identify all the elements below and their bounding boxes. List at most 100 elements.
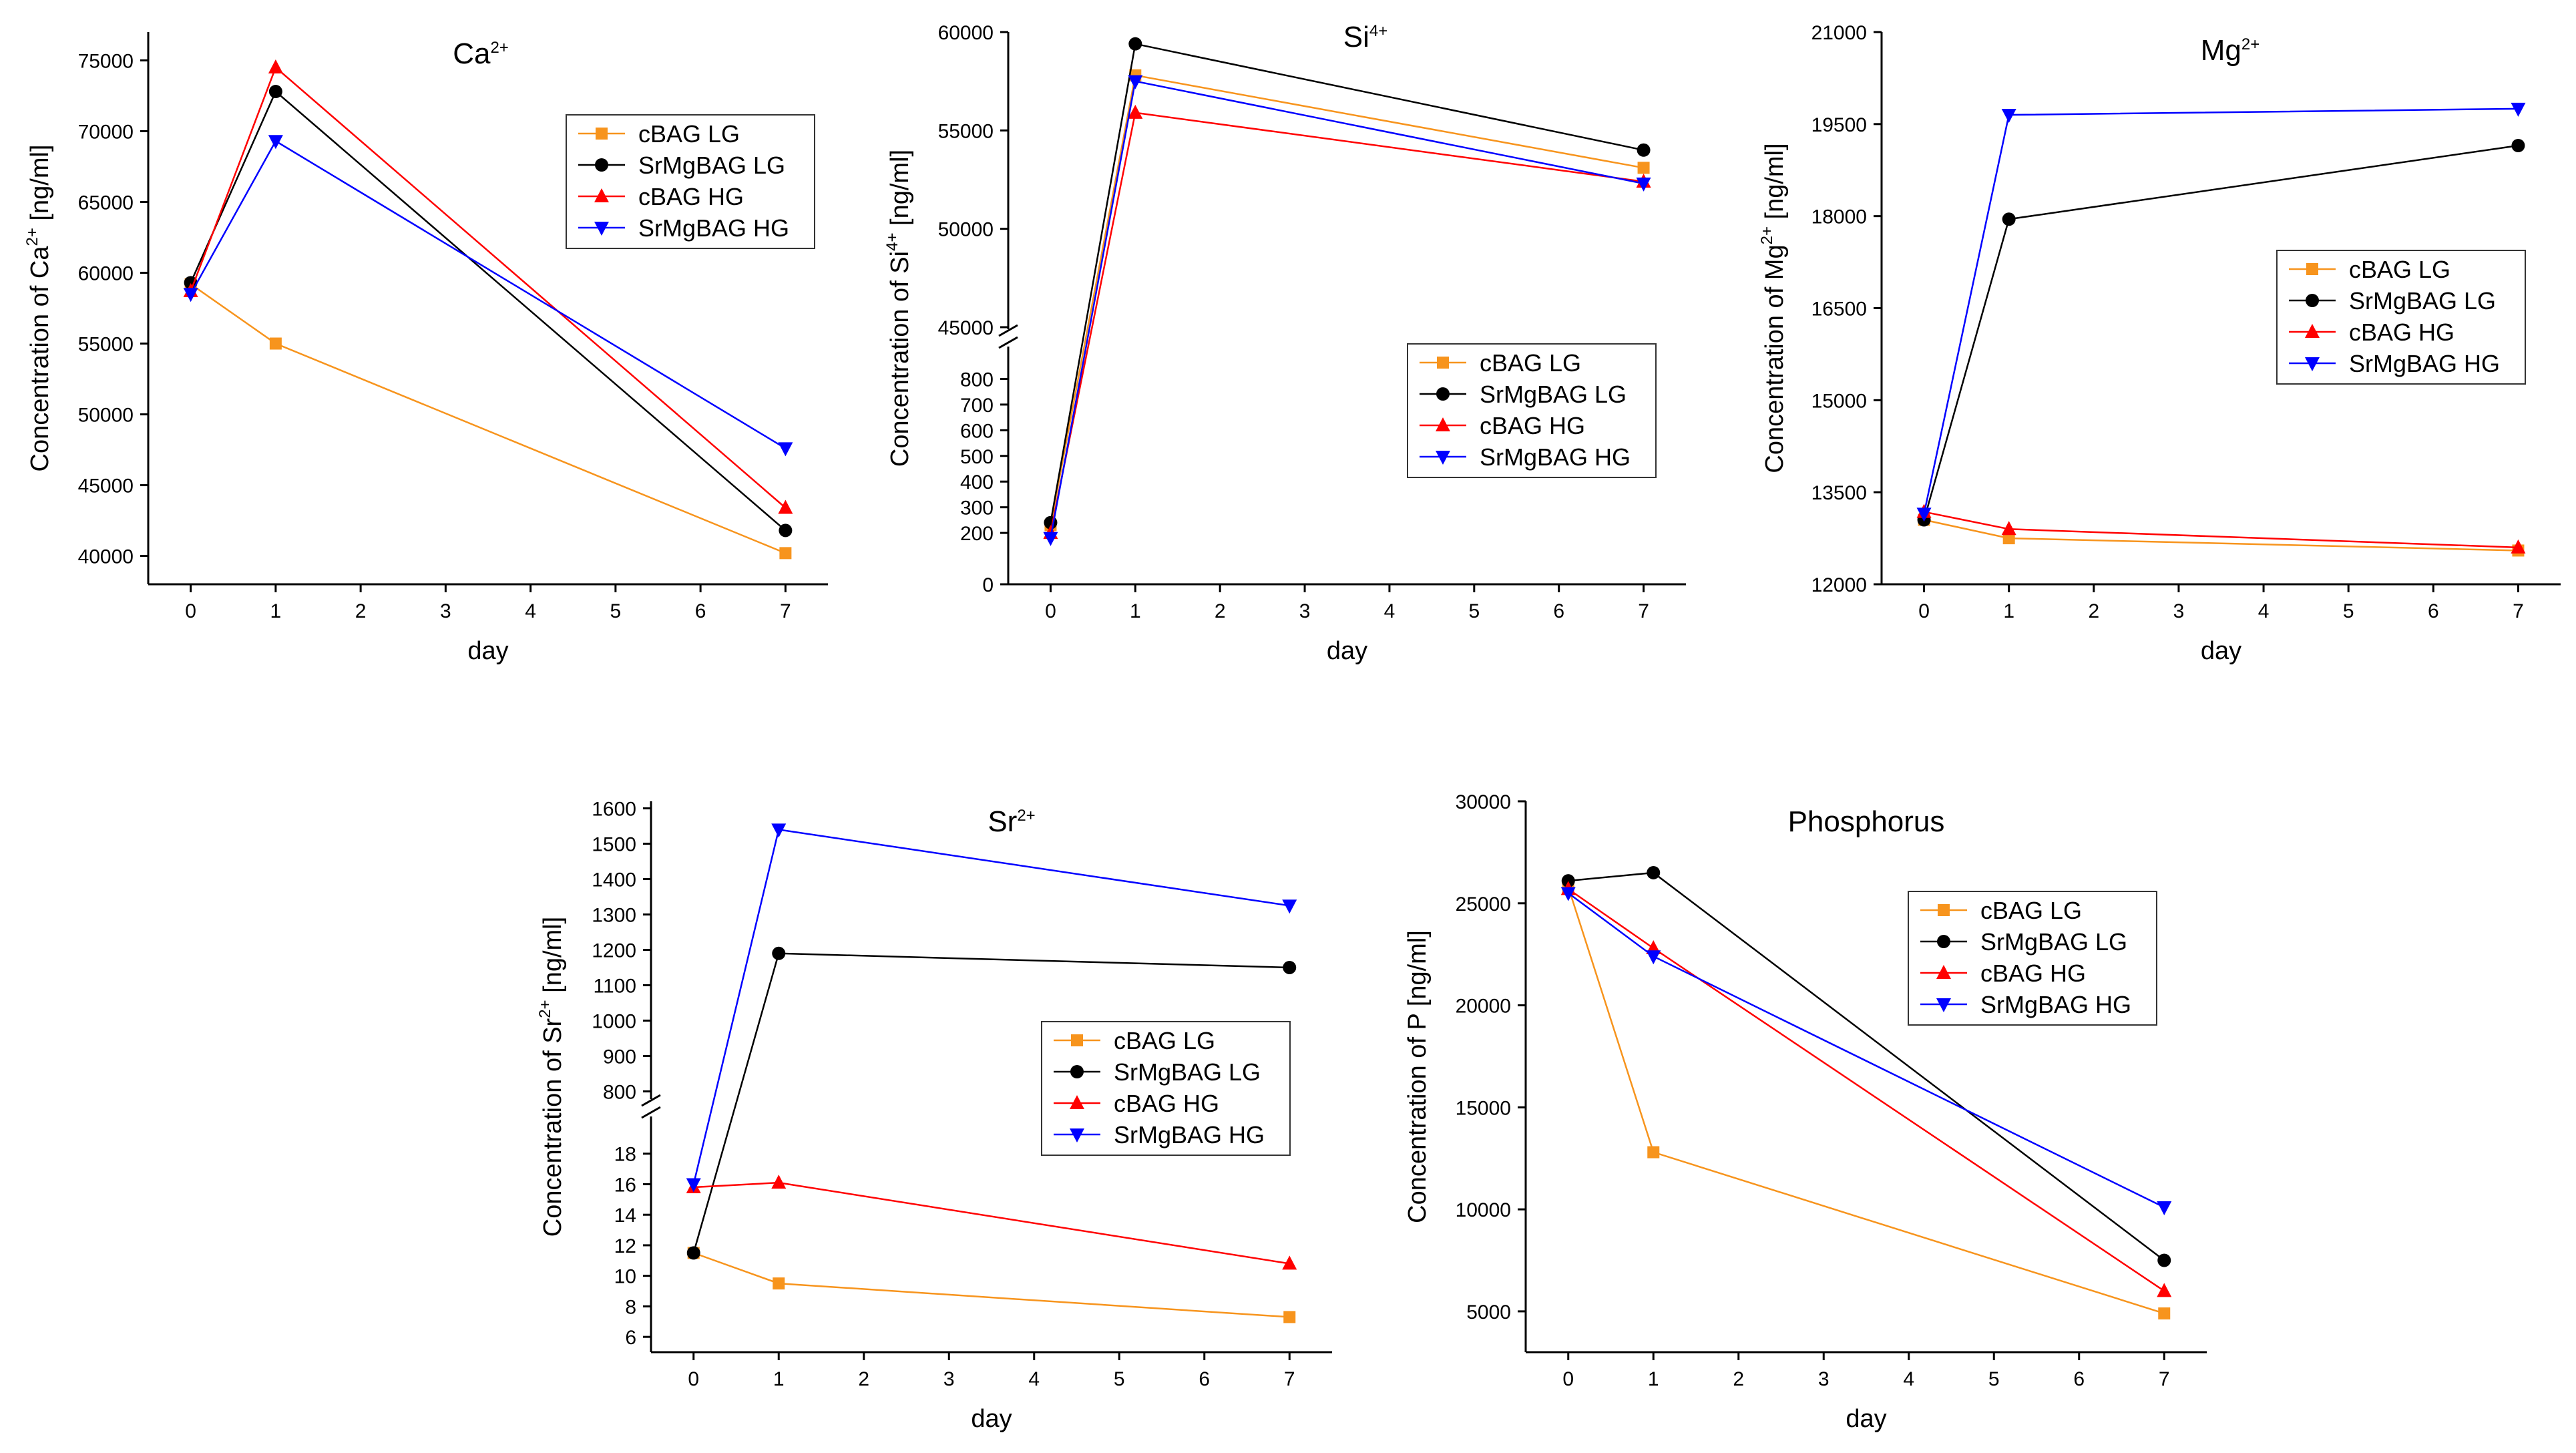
y-axis-label-base: Concentration of Ca	[26, 246, 54, 472]
series-srmgbag-hg	[1043, 75, 1651, 546]
y-tick-label: 1000	[592, 1010, 636, 1032]
y-tick-label: 1600	[592, 799, 636, 821]
chart-title-sup: 4+	[1369, 22, 1387, 40]
y-tick-label: 1200	[592, 940, 636, 962]
chart-si: 0 200 300 400 500 600 700 800 45000 50000 55000 600…	[883, 21, 1686, 665]
chart-title-base: Sr	[988, 805, 1017, 838]
series-srmgbag-lg	[184, 85, 793, 538]
y-tick-label: 16500	[1811, 298, 1867, 321]
data-point	[1647, 865, 1661, 879]
legend: cBAG LG SrMgBAG LG cBAG HG SrMgBAG HG	[1041, 1021, 1291, 1156]
x-tick-label: 2	[2088, 600, 2099, 622]
y-tick-label: 12000	[1811, 574, 1867, 596]
legend-label: SrMgBAG HG	[1980, 991, 2131, 1018]
data-point	[686, 1178, 701, 1193]
data-point	[771, 1175, 787, 1189]
x-axis-label: day	[2201, 637, 2241, 665]
legend-marker	[596, 128, 608, 140]
data-point	[2001, 521, 2016, 536]
legend: cBAG LG SrMgBAG LG cBAG HG SrMgBAG HG	[2276, 250, 2526, 385]
y-axis-label-sup: 4+	[883, 233, 901, 251]
legend: cBAG LG SrMgBAG LG cBAG HG SrMgBAG HG	[1908, 891, 2157, 1026]
legend-label: SrMgBAG LG	[638, 152, 785, 179]
legend-marker	[2306, 294, 2319, 307]
data-point	[1128, 37, 1142, 51]
legend-label: cBAG HG	[1114, 1090, 1219, 1117]
series-line	[190, 283, 786, 554]
legend-marker	[595, 158, 608, 172]
x-tick-label: 4	[1028, 1368, 1040, 1390]
legend-marker	[1436, 417, 1450, 431]
legend-marker	[1436, 451, 1450, 465]
data-point	[2002, 532, 2015, 545]
x-axis-label: day	[1327, 637, 1367, 665]
legend-label: cBAG HG	[1480, 412, 1585, 439]
legend: cBAG LG SrMgBAG LG cBAG HG SrMgBAG HG	[1407, 343, 1657, 478]
y-axis-label: Concentration of Mg2+ [ng/ml]	[1758, 143, 1789, 473]
legend-marker	[1936, 998, 1951, 1012]
legend-marker	[1938, 904, 1950, 916]
y-tick-label: 700	[960, 395, 994, 417]
data-point	[1916, 507, 1932, 522]
series-srmgbag-hg	[686, 823, 1297, 1193]
legend-marker	[2305, 324, 2320, 338]
data-point	[1282, 899, 1297, 914]
legend-label: SrMgBAG LG	[1980, 928, 2127, 956]
x-tick-label: 7	[2159, 1368, 2170, 1390]
legend-marker	[1937, 935, 1950, 948]
y-axis-label-unit: [ng/ml]	[886, 150, 914, 233]
chart-mg: 12000 13500 15000 16500 18000 19500 21000 0 1 2 3 4…	[1758, 22, 2561, 665]
x-tick-label: 6	[1553, 600, 1564, 622]
legend-marker	[2306, 263, 2318, 275]
legend-label: cBAG HG	[2349, 319, 2454, 346]
y-axis-label: Concentration of Ca2+ [ng/ml]	[23, 145, 54, 472]
chart-title-base: Phosphorus	[1788, 805, 1945, 838]
legend-marker	[594, 188, 609, 202]
chart-title: Ca2+	[453, 37, 509, 70]
x-tick-label: 5	[1988, 1368, 2000, 1390]
y-axis-label-base: Concentration of Sr	[539, 1018, 567, 1237]
y-tick-label: 45000	[78, 475, 134, 497]
y-tick-label: 30000	[1456, 791, 1511, 813]
chart-title: Phosphorus	[1788, 805, 1945, 838]
x-tick-label: 3	[1299, 600, 1311, 622]
y-tick-label: 1500	[592, 834, 636, 856]
chart-title-base: Ca	[453, 37, 491, 70]
data-point	[268, 85, 282, 99]
data-point	[2511, 138, 2525, 152]
legend-marker	[594, 222, 609, 236]
y-tick-label: 6	[625, 1327, 636, 1349]
y-axis-label-base: Concentration of Si	[886, 251, 914, 467]
data-point	[2511, 539, 2526, 554]
series-cbag-lg	[1918, 513, 2525, 557]
data-point	[183, 288, 198, 302]
x-axis-label: day	[467, 637, 508, 665]
x-tick-label: 6	[695, 600, 706, 622]
y-tick-label: 900	[603, 1046, 636, 1068]
legend-label: SrMgBAG HG	[1480, 443, 1631, 471]
data-point	[2158, 1307, 2171, 1319]
x-tick-label: 2	[858, 1368, 869, 1390]
data-point	[2001, 109, 2016, 124]
y-axis-label: Concentration of Si4+ [ng/ml]	[883, 150, 914, 467]
x-tick-label: 0	[185, 600, 196, 622]
x-tick-label: 5	[2343, 600, 2354, 622]
y-axis-label-unit: [ng/ml]	[539, 917, 567, 1000]
x-tick-label: 3	[1818, 1368, 1830, 1390]
y-tick-label: 1400	[592, 869, 636, 891]
chart-title-sup: 2+	[490, 39, 508, 57]
chart-p: 5000 10000 15000 20000 25000 30000 0 1 2 3 4 5 6 7 day…	[1404, 791, 2207, 1433]
x-tick-label: 2	[1733, 1368, 1744, 1390]
data-point	[1043, 532, 1058, 546]
legend: cBAG LG SrMgBAG LG cBAG HG SrMgBAG HG	[566, 114, 815, 249]
data-point	[2157, 1253, 2171, 1267]
axis-break-mark	[998, 324, 1018, 337]
series-cbag-hg	[686, 1175, 1297, 1270]
legend-label: cBAG HG	[1980, 960, 2086, 987]
data-point	[1647, 1146, 1660, 1159]
axis-break-mark	[998, 336, 1018, 349]
legend-label: cBAG LG	[1980, 897, 2082, 924]
y-tick-label: 8	[625, 1296, 636, 1318]
data-point	[1637, 143, 1651, 157]
